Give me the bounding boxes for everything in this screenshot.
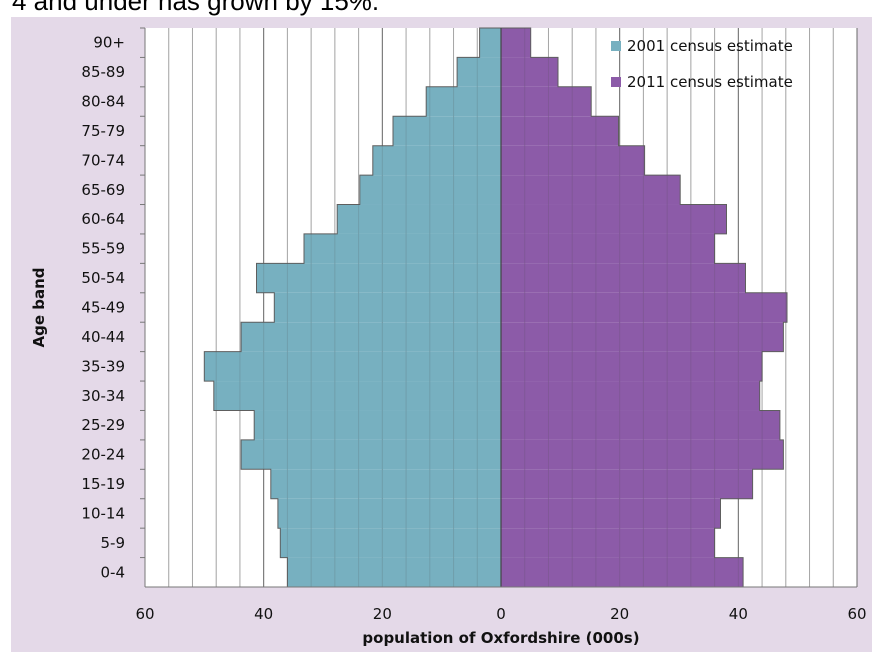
y-tick-label: 45-49 (81, 299, 125, 317)
x-tick-label: 40 (729, 605, 748, 623)
y-tick-label: 40-44 (81, 328, 125, 346)
bar-right-15-19 (501, 469, 753, 499)
y-tick-label: 50-54 (81, 269, 125, 287)
bar-left-55-59 (304, 233, 501, 264)
bar-left-85-89 (457, 57, 501, 87)
bar-left-40-44 (241, 322, 501, 352)
bar-right-80-84 (501, 86, 592, 117)
bar-right-10-14 (501, 498, 721, 529)
bar-right-60-64 (501, 204, 727, 234)
bar-outline-left (203, 27, 501, 588)
x-tick-label: 60 (847, 605, 866, 623)
bar-left-65-69 (359, 175, 501, 205)
bar-right-65-69 (501, 175, 681, 205)
bar-left-35-39 (204, 351, 502, 382)
bar-right-50-54 (501, 263, 746, 293)
bar-left-10-14 (277, 498, 501, 529)
y-tick-label: 30-34 (81, 387, 125, 405)
y-tick-label: 70-74 (81, 151, 125, 169)
y-tick-label: 20-24 (81, 446, 125, 464)
bar-right-55-59 (501, 233, 715, 264)
y-tick-label: 60-64 (81, 210, 125, 228)
y-tick-label: 25-29 (81, 416, 125, 434)
y-tick-label: 35-39 (81, 357, 125, 375)
bar-right-25-29 (501, 410, 780, 440)
bar-right-70-74 (501, 145, 645, 176)
bar-left-75-79 (393, 116, 501, 146)
bar-left-15-19 (270, 469, 501, 499)
y-tick-label: 5-9 (101, 534, 126, 552)
bar-left-20-24 (241, 439, 501, 470)
y-axis-title: Age band (30, 267, 48, 347)
x-tick-label: 40 (254, 605, 273, 623)
bar-left-80-84 (426, 86, 501, 117)
y-tick-label: 75-79 (81, 122, 125, 140)
bar-left-50-54 (256, 263, 501, 293)
bar-right-5-9 (501, 528, 715, 558)
y-tick-label: 65-69 (81, 181, 125, 199)
bar-right-85-89 (501, 57, 558, 87)
x-tick-label: 0 (496, 605, 506, 623)
y-tick-label: 10-14 (81, 504, 125, 522)
bar-left-5-9 (280, 528, 501, 558)
bar-right-40-44 (501, 322, 784, 352)
bar-right-30-34 (501, 381, 760, 411)
bar-right-35-39 (501, 351, 763, 382)
bar-right-20-24 (501, 439, 784, 470)
bar-left-0-4 (287, 557, 501, 587)
bar-left-25-29 (254, 410, 501, 440)
legend-swatch (611, 77, 621, 87)
x-tick-label: 20 (373, 605, 392, 623)
y-tick-label: 0-4 (101, 563, 126, 581)
x-axis-title: population of Oxfordshire (000s) (362, 629, 639, 647)
x-tick-label: 60 (135, 605, 154, 623)
y-tick-label: 85-89 (81, 63, 125, 81)
y-tick-label: 55-59 (81, 240, 125, 258)
bar-right-90+ (501, 28, 531, 58)
bar-left-45-49 (274, 292, 501, 323)
caption-text: 4 and under has grown by 15%. (12, 0, 380, 16)
bar-outline-right (501, 27, 788, 588)
y-tick-label: 90+ (93, 34, 125, 52)
bar-left-90+ (479, 28, 501, 58)
y-tick-label: 15-19 (81, 475, 125, 493)
bar-right-75-79 (501, 116, 619, 146)
bar-left-30-34 (213, 381, 501, 411)
legend-label: 2001 census estimate (627, 37, 793, 55)
y-tick-label: 80-84 (81, 93, 125, 111)
bar-left-60-64 (337, 204, 501, 234)
legend-label: 2011 census estimate (627, 73, 793, 91)
bar-right-0-4 (501, 557, 744, 587)
bar-left-70-74 (372, 145, 501, 176)
legend-swatch (611, 41, 621, 51)
x-tick-label: 20 (610, 605, 629, 623)
bar-right-45-49 (501, 292, 787, 323)
